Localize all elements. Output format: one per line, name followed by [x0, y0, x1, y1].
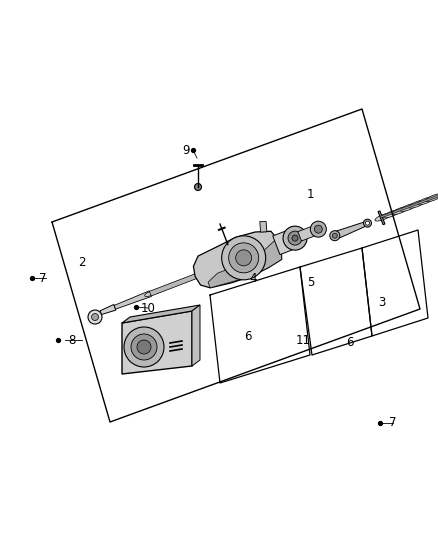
Polygon shape: [122, 311, 192, 374]
Polygon shape: [122, 305, 200, 323]
Text: 1: 1: [306, 189, 314, 201]
Ellipse shape: [392, 207, 409, 215]
Text: 2: 2: [78, 255, 86, 269]
Polygon shape: [380, 193, 438, 218]
Polygon shape: [149, 271, 205, 296]
Ellipse shape: [400, 204, 417, 212]
Ellipse shape: [159, 286, 170, 291]
Polygon shape: [273, 227, 303, 255]
Text: 5: 5: [307, 277, 314, 289]
Circle shape: [330, 231, 340, 241]
Polygon shape: [332, 221, 370, 240]
Ellipse shape: [180, 277, 191, 283]
Text: 9: 9: [182, 143, 190, 157]
Circle shape: [292, 235, 298, 241]
Ellipse shape: [187, 274, 198, 280]
Circle shape: [92, 313, 99, 320]
Text: 3: 3: [378, 296, 386, 310]
Circle shape: [88, 310, 102, 324]
Circle shape: [283, 226, 307, 250]
Text: 6: 6: [346, 336, 354, 350]
Circle shape: [131, 334, 157, 360]
Circle shape: [236, 250, 252, 266]
Text: 6: 6: [244, 329, 252, 343]
Circle shape: [229, 243, 259, 273]
Polygon shape: [260, 221, 267, 232]
Ellipse shape: [375, 213, 392, 221]
Ellipse shape: [194, 272, 205, 278]
Ellipse shape: [383, 210, 400, 218]
Circle shape: [332, 233, 337, 238]
Text: 4: 4: [249, 271, 257, 285]
Ellipse shape: [425, 193, 438, 201]
Polygon shape: [298, 224, 320, 241]
Ellipse shape: [173, 280, 184, 286]
Circle shape: [222, 236, 266, 280]
Circle shape: [288, 231, 302, 245]
Circle shape: [314, 225, 322, 233]
Ellipse shape: [409, 200, 425, 208]
Polygon shape: [194, 231, 282, 288]
Polygon shape: [378, 211, 385, 225]
Polygon shape: [208, 240, 282, 288]
Polygon shape: [192, 305, 200, 366]
Circle shape: [124, 327, 164, 367]
Text: 11: 11: [296, 334, 311, 346]
Polygon shape: [114, 291, 152, 309]
Ellipse shape: [166, 283, 177, 288]
Circle shape: [364, 219, 371, 227]
Text: 10: 10: [141, 302, 155, 314]
Circle shape: [365, 221, 370, 225]
Circle shape: [137, 340, 151, 354]
Text: 7: 7: [389, 416, 397, 430]
Circle shape: [194, 183, 201, 190]
Circle shape: [311, 221, 326, 237]
Ellipse shape: [417, 197, 434, 205]
Ellipse shape: [145, 291, 156, 296]
Polygon shape: [100, 304, 116, 314]
Ellipse shape: [152, 288, 163, 294]
Text: 8: 8: [68, 334, 76, 346]
Text: 7: 7: [39, 271, 47, 285]
